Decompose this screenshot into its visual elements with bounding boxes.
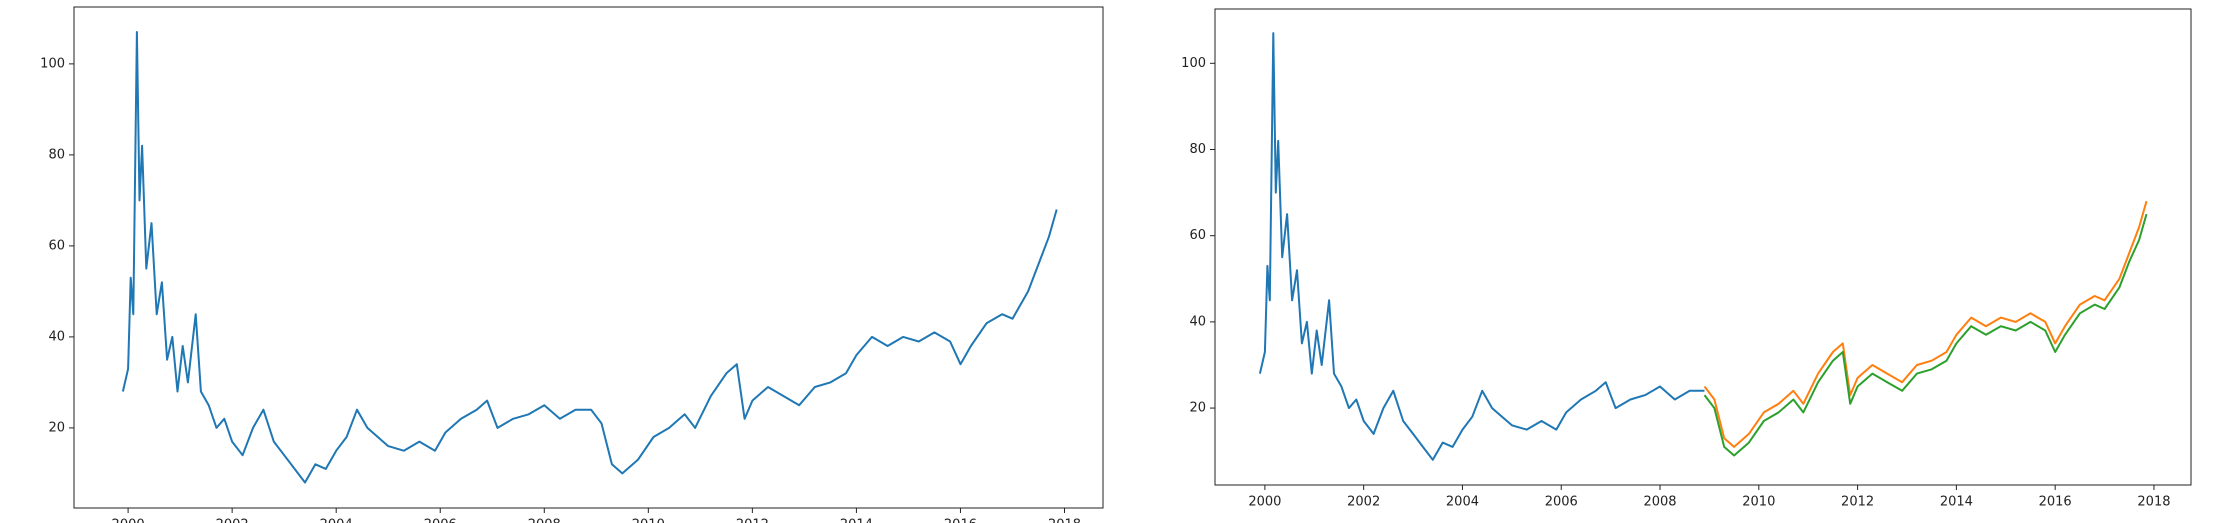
plot-frame [1214,8,2192,486]
y-tick-label: 60 [48,238,65,253]
x-tick-label: 2002 [216,518,249,523]
y-tick-label: 100 [1181,56,1206,71]
plot-frame [73,6,1104,509]
x-tick-label: 2012 [736,518,769,523]
x-tick-label: 2014 [1940,495,1973,510]
y-tick-label: 60 [1189,228,1206,243]
y-tick-label: 40 [48,329,65,344]
x-tick-label: 2000 [112,518,145,523]
y-tick-label: 80 [1189,142,1206,157]
x-tick-label: 2000 [1248,495,1281,510]
x-tick-label: 2018 [1048,518,1081,523]
x-tick-label: 2016 [2039,495,2072,510]
x-tick-label: 2006 [1545,495,1578,510]
y-tick-label: 20 [1189,401,1206,416]
series-line [1703,200,2148,448]
x-tick-label: 2006 [424,518,457,523]
y-tick-label: 40 [1189,314,1206,329]
series-line [1703,213,2148,457]
y-tick-label: 100 [40,56,65,71]
x-tick-label: 2010 [1742,495,1775,510]
x-tick-label: 2016 [944,518,977,523]
x-tick-label: 2004 [320,518,353,523]
y-tick-label: 20 [48,420,65,435]
x-tick-label: 2018 [2137,495,2170,510]
x-tick-label: 2012 [1841,495,1874,510]
x-tick-label: 2008 [1643,495,1676,510]
x-tick-label: 2014 [840,518,873,523]
x-tick-label: 2002 [1347,495,1380,510]
x-tick-label: 2004 [1446,495,1479,510]
series-line [121,31,1058,484]
y-tick-label: 80 [48,147,65,162]
x-tick-label: 2008 [528,518,561,523]
series-line [1258,32,1705,461]
x-tick-label: 2010 [632,518,665,523]
